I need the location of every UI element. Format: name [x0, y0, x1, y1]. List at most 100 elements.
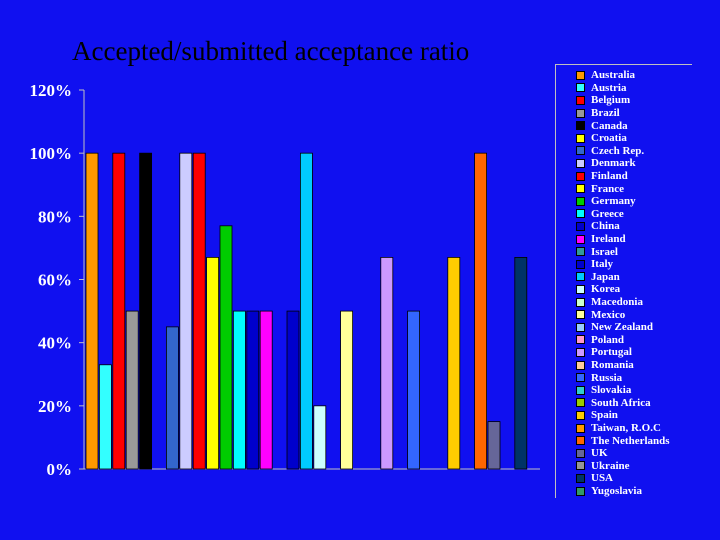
legend-item: South Africa	[576, 397, 651, 410]
legend-item: The Netherlands	[576, 434, 670, 447]
legend-item: Yugoslavia	[576, 485, 642, 498]
legend-label: Yugoslavia	[591, 485, 642, 498]
legend-swatch	[576, 373, 585, 383]
legend-label: Spain	[591, 409, 618, 422]
chart-title: Accepted/submitted acceptance ratio	[72, 36, 470, 66]
legend-item: Czech Rep.	[576, 145, 644, 158]
legend-item: Germany	[576, 195, 636, 208]
legend-item: Slovakia	[576, 384, 631, 397]
bar-mexico	[340, 310, 354, 470]
legend-label: UK	[591, 447, 608, 460]
legend-swatch	[576, 133, 585, 143]
legend-label: Canada	[591, 119, 628, 132]
legend-label: Australia	[591, 69, 635, 82]
legend-item: Macedonia	[576, 296, 643, 309]
legend-label: Belgium	[591, 94, 631, 107]
legend-swatch	[576, 297, 585, 307]
bar-germany	[219, 225, 233, 470]
legend-swatch	[576, 423, 585, 433]
bar-uk	[487, 421, 501, 470]
legend-label: China	[591, 220, 620, 233]
legend-swatch	[576, 385, 585, 395]
legend-swatch	[576, 209, 585, 219]
legend-item: Canada	[576, 119, 628, 132]
legend-swatch	[576, 83, 585, 93]
legend-swatch	[576, 184, 585, 194]
y-tick-label: 20%	[38, 397, 72, 416]
legend-label: Israel	[591, 245, 618, 258]
legend-label: Austria	[591, 81, 627, 94]
legend-label: Germany	[591, 195, 636, 208]
bar-korea	[313, 405, 327, 470]
legend-item: Japan	[576, 271, 620, 284]
legend-swatch	[576, 259, 585, 269]
legend-item: UK	[576, 447, 608, 460]
legend-label: Italy	[591, 258, 613, 271]
legend-item: Ukraine	[576, 460, 630, 473]
legend-swatch	[576, 322, 585, 332]
legend-swatch	[576, 108, 585, 118]
bar-canada	[139, 152, 153, 470]
legend-swatch	[576, 95, 585, 105]
legend-label: Croatia	[591, 132, 627, 145]
y-tick-label: 100%	[30, 144, 73, 163]
y-tick-label: 0%	[47, 460, 73, 479]
chart-legend: Australia Austria Belgium Brazil Canada Croat…	[555, 64, 692, 498]
bar-spain	[447, 256, 461, 470]
y-tick-label: 40%	[38, 334, 72, 353]
legend-label: Slovakia	[591, 384, 632, 397]
legend-label: The Netherlands	[591, 434, 670, 447]
legend-label: Ukraine	[591, 459, 630, 472]
legend-item: France	[576, 182, 624, 195]
legend-swatch	[576, 158, 585, 168]
legend-label: Greece	[591, 207, 624, 220]
bar-czech-rep	[165, 326, 179, 470]
legend-swatch	[576, 486, 585, 496]
legend-swatch	[576, 121, 585, 131]
legend-swatch	[576, 247, 585, 257]
legend-item: Greece	[576, 208, 624, 221]
legend-swatch	[576, 310, 585, 320]
legend-label: Russia	[591, 371, 623, 384]
legend-item: Denmark	[576, 157, 636, 170]
legend-label: Czech Rep.	[591, 144, 645, 157]
legend-item: China	[576, 220, 620, 233]
legend-swatch	[576, 284, 585, 294]
legend-item: Finland	[576, 170, 628, 183]
bar-france	[206, 256, 220, 470]
legend-item: Russia	[576, 371, 622, 384]
legend-swatch	[576, 347, 585, 357]
legend-item: Brazil	[576, 107, 620, 120]
legend-swatch	[576, 335, 585, 345]
legend-item: Belgium	[576, 94, 630, 107]
legend-item: Portugal	[576, 346, 632, 359]
legend-swatch	[576, 221, 585, 231]
legend-label: France	[591, 182, 624, 195]
legend-item: Italy	[576, 258, 613, 271]
bar-usa	[514, 256, 528, 470]
legend-label: USA	[591, 472, 614, 485]
legend-label: Finland	[591, 170, 628, 183]
legend-swatch	[576, 398, 585, 408]
legend-item: New Zealand	[576, 321, 653, 334]
legend-item: Korea	[576, 283, 620, 296]
legend-item: USA	[576, 472, 613, 485]
legend-item: Poland	[576, 334, 624, 347]
legend-swatch	[576, 448, 585, 458]
legend-item: Mexico	[576, 308, 625, 321]
bar-greece	[232, 310, 246, 470]
legend-label: Brazil	[591, 107, 620, 120]
legend-label: Poland	[591, 333, 625, 346]
legend-item: Spain	[576, 409, 618, 422]
legend-swatch	[576, 234, 585, 244]
bar-australia	[85, 152, 99, 470]
legend-label: Romania	[591, 359, 634, 372]
bar-brazil	[125, 310, 139, 470]
legend-label: Korea	[591, 283, 621, 296]
legend-item: Israel	[576, 245, 618, 258]
legend-label: New Zealand	[591, 321, 654, 334]
bar-belgium	[112, 152, 126, 470]
y-tick-label: 60%	[38, 271, 72, 290]
bar-ireland	[259, 310, 273, 470]
y-tick-label: 80%	[38, 207, 72, 226]
